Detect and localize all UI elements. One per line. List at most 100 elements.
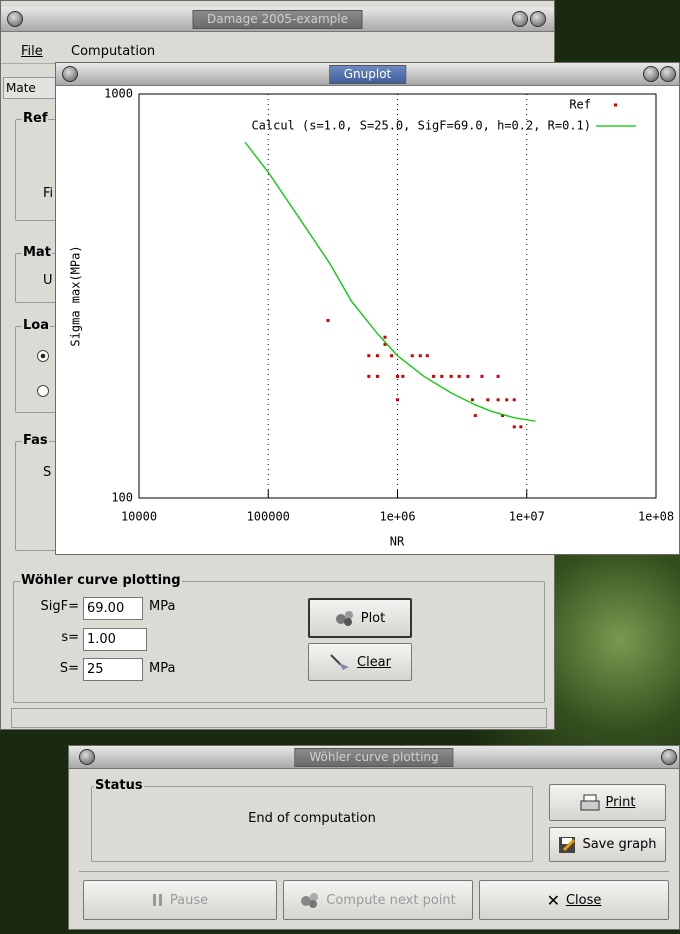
print-button[interactable]: Print	[549, 784, 666, 821]
minimize-button[interactable]	[643, 66, 659, 82]
group-title: Wöhler curve plotting	[20, 573, 182, 588]
title-bar: Gnuplot	[56, 63, 679, 86]
unit-label: MPa	[149, 661, 175, 676]
desktop: Damage 2005-example File Computation Mat…	[0, 0, 680, 934]
text-input[interactable]: 1.00	[83, 628, 147, 651]
data-point	[327, 319, 330, 322]
label: Fi	[43, 186, 53, 201]
data-point	[497, 375, 500, 378]
compute-icon	[300, 891, 320, 909]
clear-icon	[329, 653, 351, 671]
group-title: Mat	[22, 245, 52, 260]
group-title: Fas	[22, 433, 49, 448]
data-point	[480, 375, 483, 378]
group-title: Loa	[22, 318, 50, 333]
status-bar	[11, 708, 547, 728]
legend-label: Ref	[569, 98, 591, 112]
title-bar: Wöhler curve plotting	[69, 746, 679, 769]
window-menu-button[interactable]	[79, 749, 95, 765]
data-point	[497, 398, 500, 401]
data-point	[474, 414, 477, 417]
plot-button[interactable]: Plot	[308, 598, 412, 638]
text-input[interactable]: 69.00	[83, 597, 143, 620]
data-point	[376, 375, 379, 378]
y-axis-label: Sigma max(MPa)	[69, 245, 83, 346]
window-title: Gnuplot	[329, 65, 407, 84]
pause-icon	[152, 893, 164, 907]
y-tick-label: 1000	[104, 87, 133, 101]
group-title: Status	[94, 778, 144, 793]
close-button[interactable]	[530, 11, 546, 27]
data-point	[432, 375, 435, 378]
data-point	[519, 425, 522, 428]
legend-swatch	[614, 104, 617, 107]
group-title: Ref	[22, 111, 48, 126]
x-tick-label: 1e+06	[379, 510, 415, 524]
close-icon: ✕	[547, 891, 560, 910]
dialog-window: Wöhler curve plotting Status End of comp…	[68, 745, 680, 930]
data-point	[505, 398, 508, 401]
window-title: Wöhler curve plotting	[294, 748, 453, 767]
button-label: Pause	[170, 893, 208, 908]
menu-item[interactable]: File	[21, 44, 43, 59]
pause-button[interactable]: Pause	[83, 880, 277, 920]
clear-button[interactable]: Clear	[308, 643, 412, 681]
data-point	[419, 354, 422, 357]
radio-button[interactable]	[37, 350, 49, 362]
data-point	[390, 354, 393, 357]
tab[interactable]: Mate	[3, 77, 59, 99]
data-point	[367, 354, 370, 357]
close-button[interactable]	[660, 66, 676, 82]
data-point	[383, 336, 386, 339]
print-icon	[580, 794, 600, 812]
button-label: Clear	[357, 655, 391, 670]
label: S	[43, 465, 51, 480]
data-point	[458, 375, 461, 378]
compute-button[interactable]: Compute next point	[283, 880, 473, 920]
status-group: Status End of computation	[91, 786, 533, 862]
menu-item[interactable]: Computation	[71, 44, 155, 59]
data-point	[401, 375, 404, 378]
data-point	[513, 398, 516, 401]
window-menu-button[interactable]	[62, 66, 78, 82]
window-menu-button[interactable]	[7, 11, 23, 27]
x-tick-label: 1e+07	[509, 510, 545, 524]
text-input[interactable]: 25	[83, 658, 143, 681]
data-point	[450, 375, 453, 378]
save-graph-button[interactable]: Save graph	[549, 827, 666, 862]
button-label: Save graph	[582, 837, 656, 852]
close-button[interactable]: ✕ Close	[479, 880, 669, 920]
save-icon	[558, 836, 576, 854]
close-button[interactable]	[661, 749, 677, 765]
field-label: SigF=	[21, 599, 79, 614]
data-point	[440, 375, 443, 378]
x-tick-label: 1e+08	[638, 510, 674, 524]
button-label: Compute next point	[326, 893, 456, 908]
label: U	[43, 273, 53, 288]
data-point	[513, 425, 516, 428]
data-point	[396, 398, 399, 401]
radio-button[interactable]	[37, 385, 49, 397]
status-text: End of computation	[92, 811, 532, 826]
unit-label: MPa	[149, 599, 175, 614]
separator	[79, 871, 669, 872]
field-label: s=	[21, 630, 79, 645]
data-point	[471, 398, 474, 401]
data-point	[466, 375, 469, 378]
y-tick-label: 100	[111, 491, 133, 505]
data-point	[396, 375, 399, 378]
x-axis-label: NR	[390, 535, 405, 549]
data-point	[376, 354, 379, 357]
window-title: Damage 2005-example	[192, 10, 363, 29]
minimize-button[interactable]	[512, 11, 528, 27]
button-label: Print	[606, 795, 636, 810]
legend-label: Calcul (s=1.0, S=25.0, SigF=69.0, h=0.2,…	[251, 119, 591, 133]
plot-icon	[335, 609, 355, 627]
x-tick-label: 10000	[121, 510, 157, 524]
data-point	[486, 398, 489, 401]
title-bar: Damage 2005-example	[1, 7, 554, 32]
button-label: Close	[566, 893, 601, 908]
data-point	[426, 354, 429, 357]
